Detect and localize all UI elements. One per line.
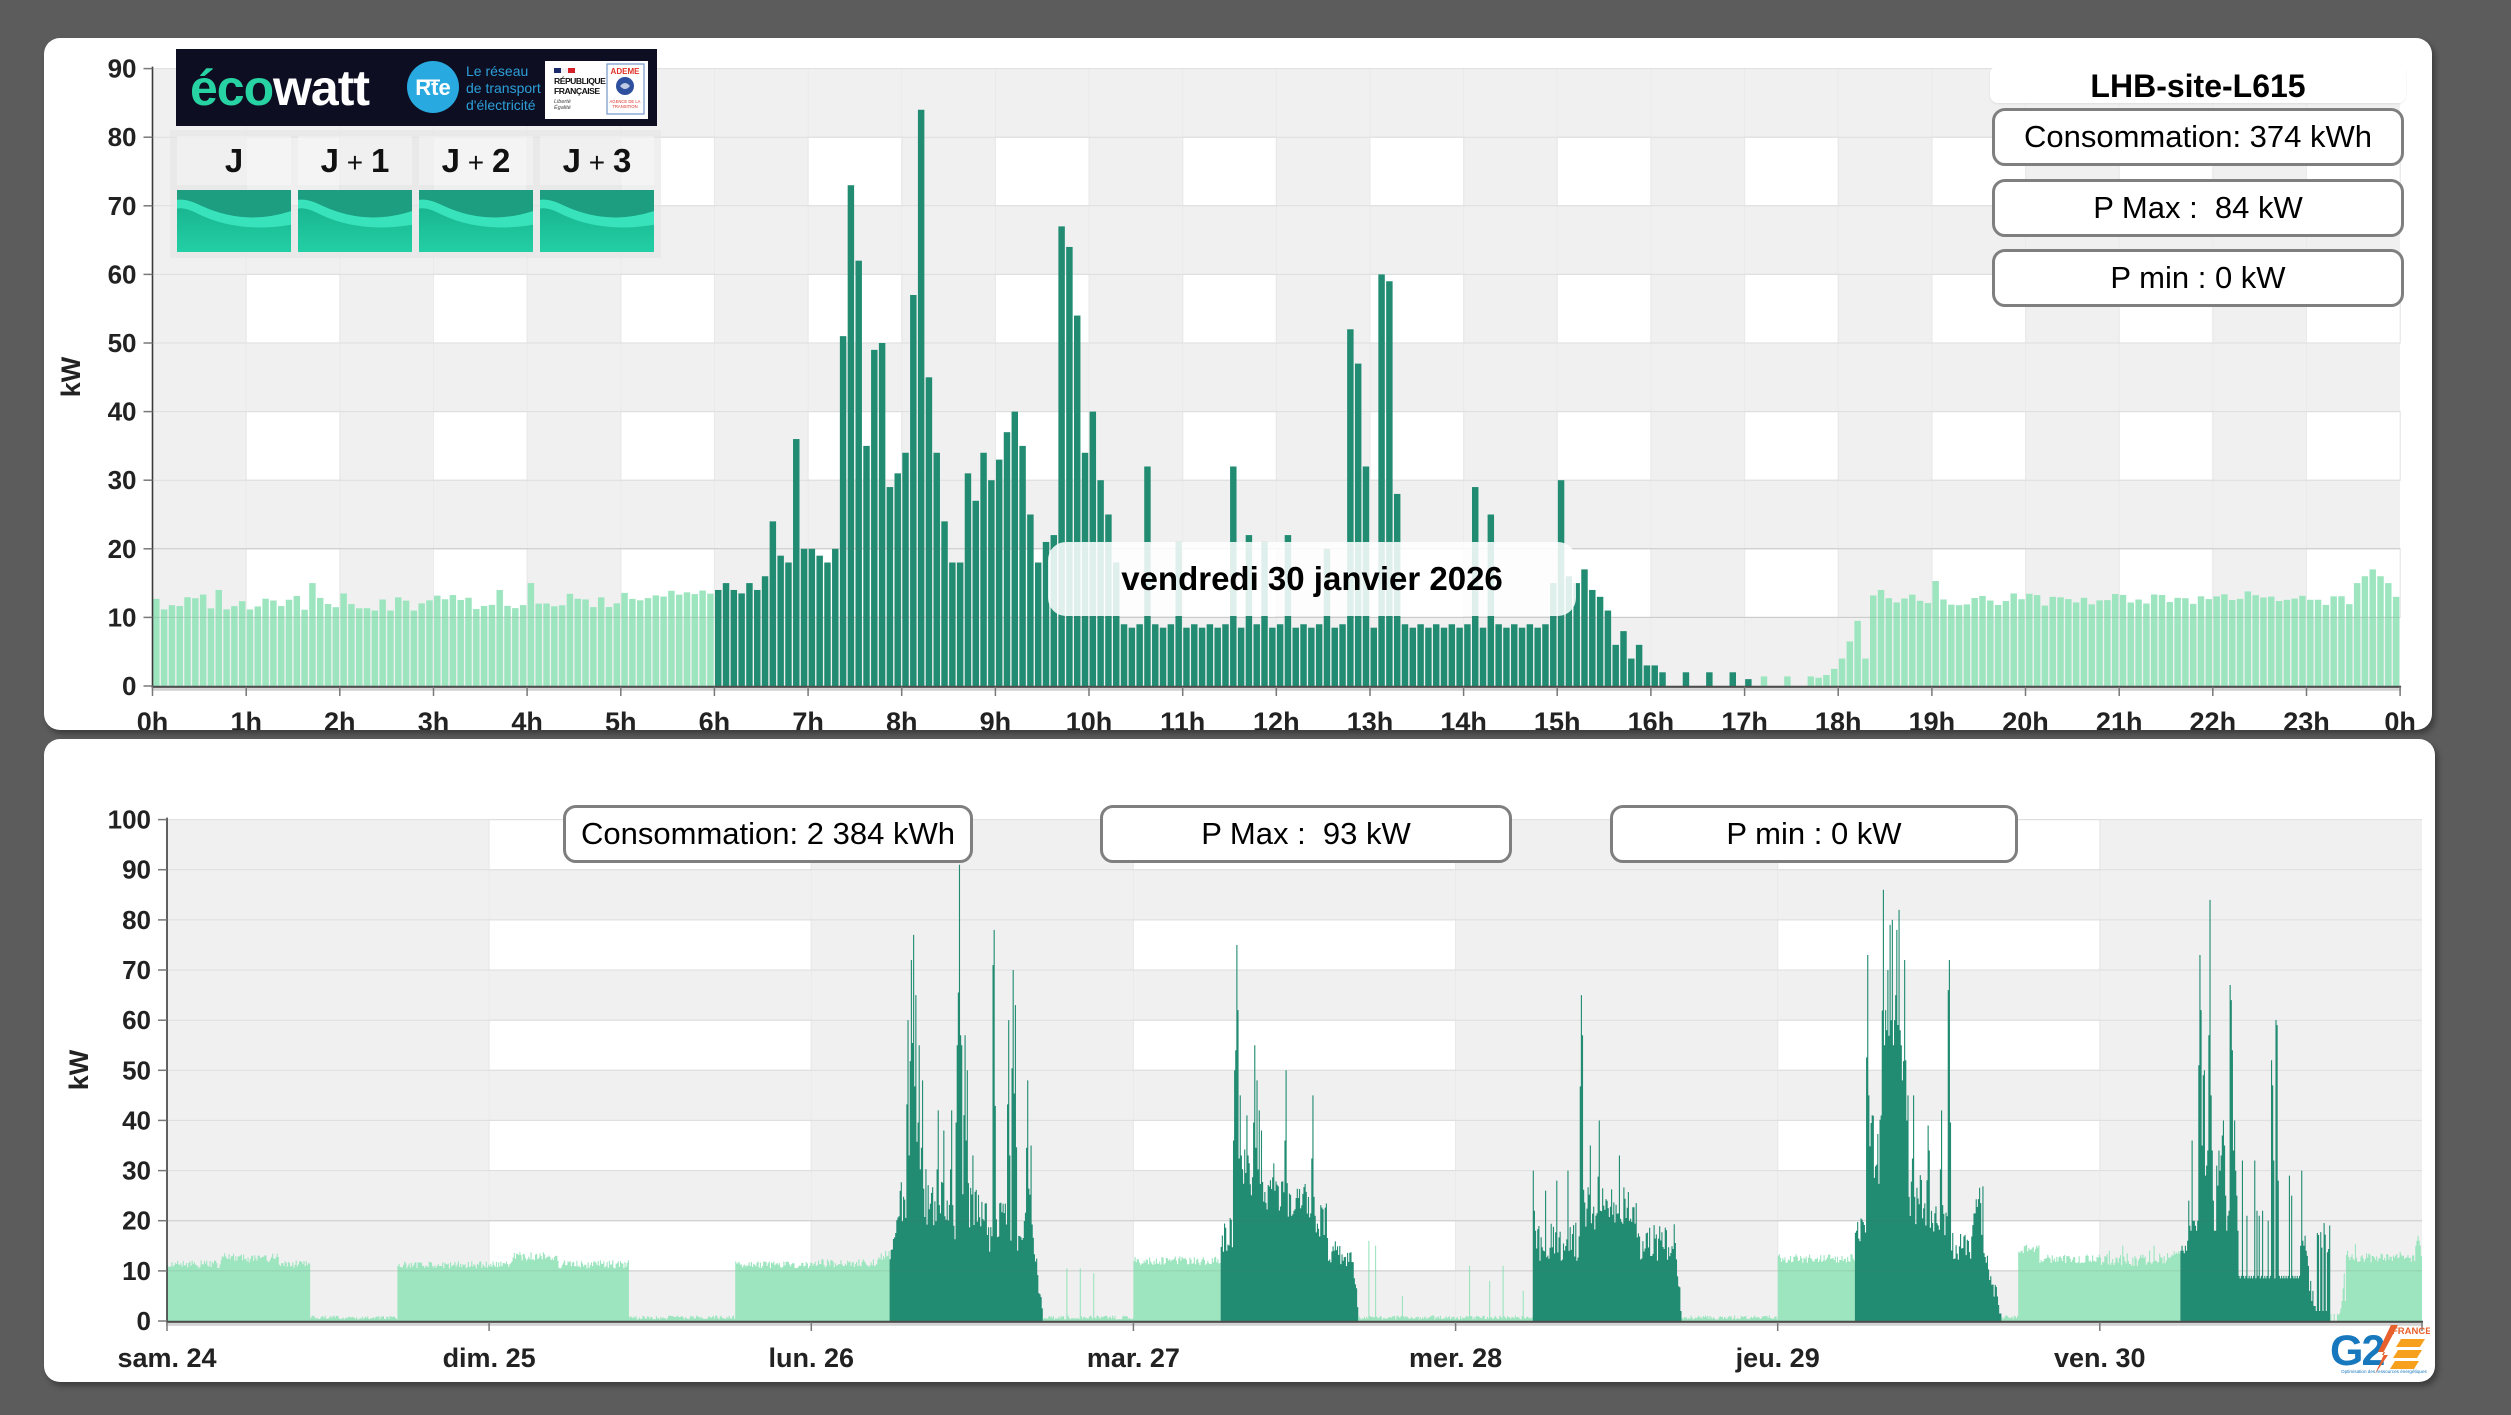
svg-text:dim. 25: dim. 25 xyxy=(443,1343,536,1373)
svg-text:80: 80 xyxy=(122,905,151,935)
svg-text:TRANSITION: TRANSITION xyxy=(612,104,637,109)
svg-text:lun. 26: lun. 26 xyxy=(769,1343,855,1373)
svg-text:Optimisation des ressources én: Optimisation des ressources énergétiques xyxy=(2341,1369,2427,1374)
svg-text:21h: 21h xyxy=(2096,707,2143,730)
svg-text:FRANCE: FRANCE xyxy=(2392,1326,2430,1337)
svg-text:22h: 22h xyxy=(2190,707,2237,730)
svg-text:30: 30 xyxy=(108,465,137,495)
svg-text:ADEME: ADEME xyxy=(611,67,641,76)
svg-text:2h: 2h xyxy=(324,707,356,730)
svg-text:70: 70 xyxy=(122,955,151,985)
svg-text:7h: 7h xyxy=(792,707,824,730)
svg-text:éco: éco xyxy=(190,60,273,116)
svg-text:Rte: Rte xyxy=(415,75,450,100)
svg-text:14h: 14h xyxy=(1440,707,1487,730)
svg-text:20h: 20h xyxy=(2002,707,2049,730)
svg-text:mar. 27: mar. 27 xyxy=(1087,1343,1180,1373)
svg-text:Le réseau: Le réseau xyxy=(466,63,528,79)
svg-text:mer. 28: mer. 28 xyxy=(1409,1343,1502,1373)
svg-text:ven. 30: ven. 30 xyxy=(2054,1343,2146,1373)
svg-text:20: 20 xyxy=(108,534,137,564)
svg-text:RÉPUBLIQUE: RÉPUBLIQUE xyxy=(554,76,606,86)
svg-text:4h: 4h xyxy=(511,707,543,730)
svg-text:kW: kW xyxy=(56,356,86,397)
svg-text:0: 0 xyxy=(137,1306,151,1336)
svg-text:70: 70 xyxy=(108,191,137,221)
svg-text:1h: 1h xyxy=(230,707,262,730)
svg-text:watt: watt xyxy=(272,60,370,116)
svg-text:30: 30 xyxy=(122,1156,151,1186)
svg-text:60: 60 xyxy=(122,1005,151,1035)
svg-text:jeu. 29: jeu. 29 xyxy=(1735,1343,1820,1373)
svg-text:80: 80 xyxy=(108,122,137,152)
svg-text:8h: 8h xyxy=(886,707,918,730)
svg-text:40: 40 xyxy=(108,397,137,427)
svg-text:13h: 13h xyxy=(1347,707,1394,730)
svg-text:10h: 10h xyxy=(1066,707,1113,730)
svg-text:23h: 23h xyxy=(2283,707,2330,730)
svg-text:0h: 0h xyxy=(137,707,169,730)
svg-text:5h: 5h xyxy=(605,707,637,730)
svg-text:20: 20 xyxy=(122,1206,151,1236)
svg-text:100: 100 xyxy=(108,805,151,835)
svg-text:3h: 3h xyxy=(418,707,450,730)
svg-text:12h: 12h xyxy=(1253,707,1300,730)
svg-text:sam. 24: sam. 24 xyxy=(117,1343,216,1373)
svg-text:50: 50 xyxy=(122,1055,151,1085)
svg-text:16h: 16h xyxy=(1628,707,1675,730)
svg-text:d'électricité: d'électricité xyxy=(466,97,536,113)
svg-text:AGENCE DE LA: AGENCE DE LA xyxy=(610,99,641,104)
svg-text:60: 60 xyxy=(108,259,137,289)
svg-text:90: 90 xyxy=(108,54,137,84)
svg-text:0h: 0h xyxy=(2384,707,2416,730)
svg-text:90: 90 xyxy=(122,855,151,885)
svg-text:18h: 18h xyxy=(1815,707,1862,730)
svg-text:40: 40 xyxy=(122,1105,151,1135)
svg-text:11h: 11h xyxy=(1160,707,1205,730)
svg-text:0: 0 xyxy=(122,671,136,701)
svg-text:50: 50 xyxy=(108,328,137,358)
svg-text:G2: G2 xyxy=(2330,1327,2384,1375)
svg-text:10: 10 xyxy=(108,602,137,632)
svg-text:19h: 19h xyxy=(1909,707,1956,730)
svg-text:kW: kW xyxy=(64,1049,94,1090)
svg-text:15h: 15h xyxy=(1534,707,1581,730)
svg-text:de transport: de transport xyxy=(466,80,541,96)
svg-text:9h: 9h xyxy=(980,707,1012,730)
svg-text:17h: 17h xyxy=(1721,707,1768,730)
svg-text:Égalité: Égalité xyxy=(554,104,571,111)
svg-text:10: 10 xyxy=(122,1256,151,1286)
svg-text:Liberté: Liberté xyxy=(554,99,571,105)
svg-text:6h: 6h xyxy=(699,707,731,730)
svg-text:FRANÇAISE: FRANÇAISE xyxy=(554,86,600,96)
